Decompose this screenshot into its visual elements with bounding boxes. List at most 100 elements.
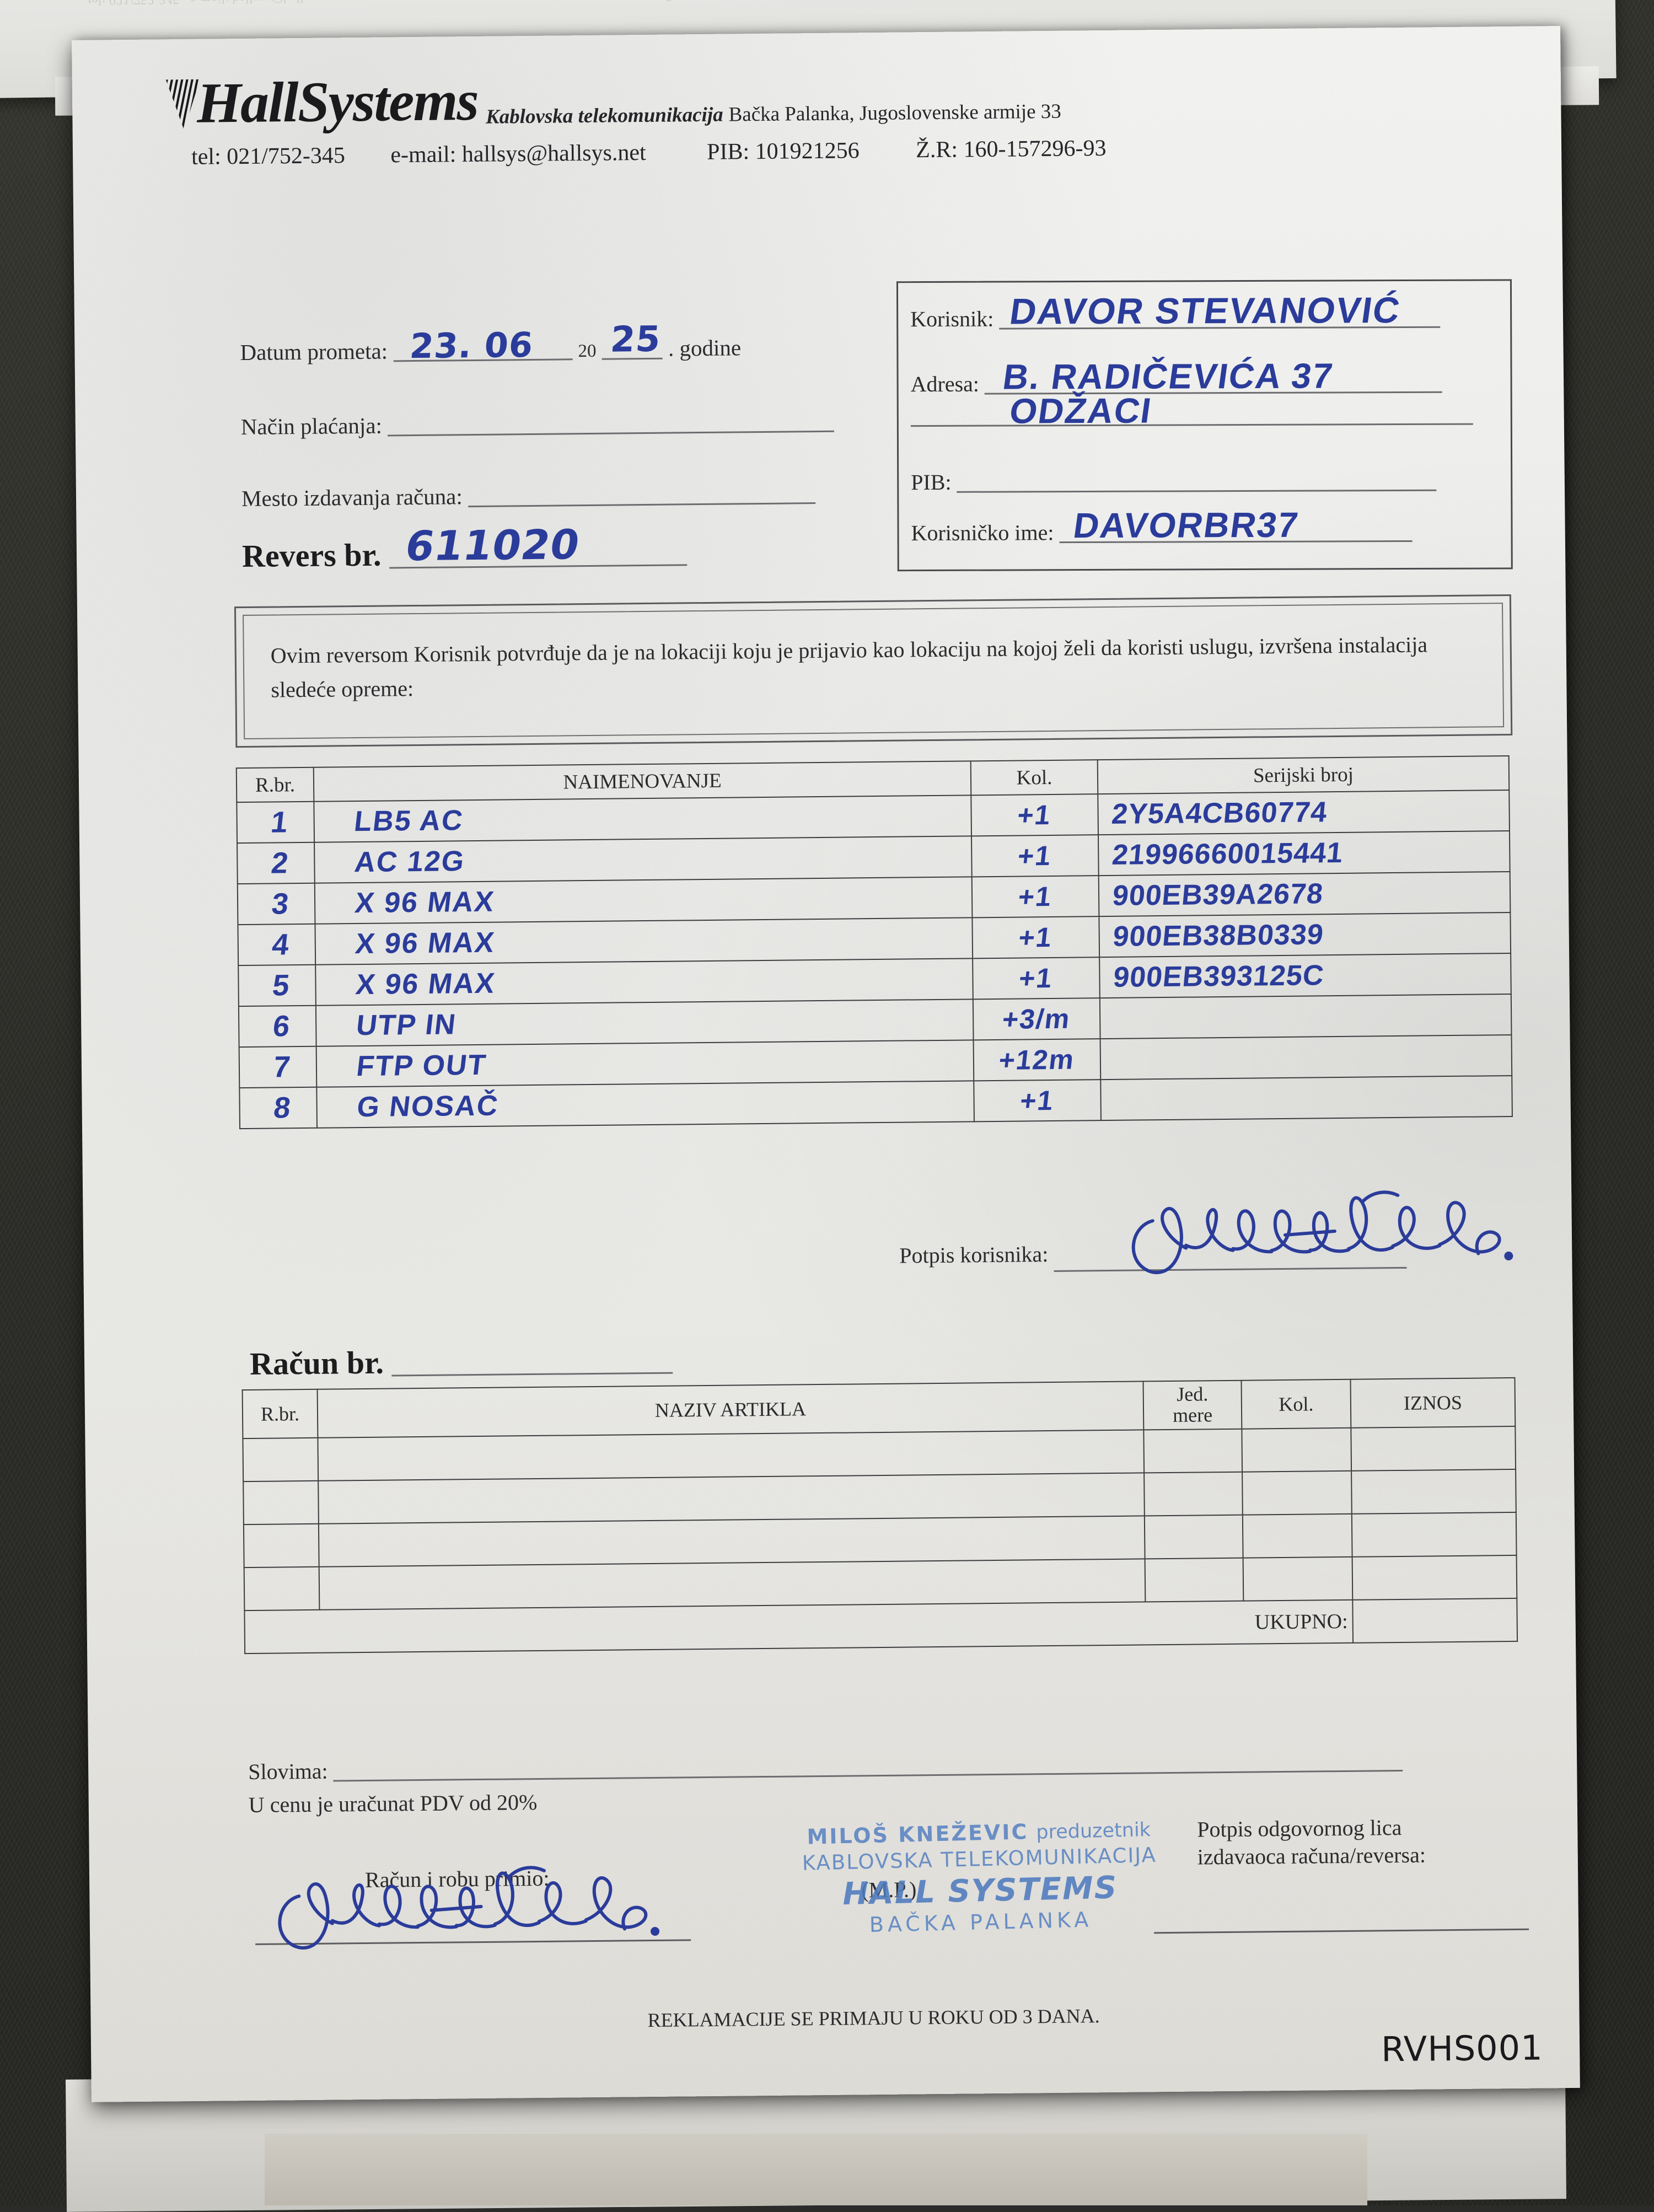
invoice-title: Račun br. [250, 1345, 384, 1382]
company-email: e-mail: hallsys@hallsys.net [390, 139, 646, 168]
equipment-row-qty: +1 [1017, 921, 1055, 954]
invoice-header-unit: Jed. mere [1143, 1381, 1242, 1430]
invoice-row-unit [1145, 1515, 1243, 1559]
invoice-row-qty [1243, 1557, 1353, 1601]
invoice-row-amount [1351, 1469, 1516, 1514]
responsible-signature-label: Potpis odgovornog lica izdavaoca računa/… [1197, 1814, 1426, 1871]
slovima-label: Slovima: [248, 1759, 328, 1784]
customer-pib-label: PIB: [911, 470, 952, 495]
customer-address-input-2[interactable]: ODŽACI [911, 423, 1473, 427]
equipment-row-qty: +12m [997, 1044, 1077, 1076]
equipment-row-qty: +1 [1016, 799, 1054, 831]
invoice-title-row: Račun br. [250, 1341, 673, 1382]
equipment-row-serial: 900EB393125C [1104, 959, 1326, 994]
equipment-row-name: X 96 MAX [320, 967, 497, 1002]
customer-username-input[interactable]: DAVORBR37 [1059, 540, 1412, 543]
equipment-row-name: UTP IN [320, 1008, 458, 1042]
equipment-row-qty: +1 [1018, 962, 1055, 995]
invoice-header-unit-l2: mere [1173, 1404, 1212, 1426]
ghost-text-contact: tel: 021/752-345 e-mail: hallsys@hallsys… [88, 0, 342, 8]
equipment-row-qty: +3/m [1001, 1003, 1072, 1035]
customer-name-label: Korisnik: [910, 307, 994, 332]
year-suffix: . godine [668, 335, 742, 361]
payment-input[interactable] [388, 431, 834, 437]
customer-name-input[interactable]: DAVOR STEVANOVIĆ [999, 326, 1440, 330]
invoice-row-unit [1143, 1429, 1242, 1473]
stamp-owner-role: preduzetnik [1036, 1819, 1151, 1844]
company-bank-account: Ž.R: 160-157296-93 [916, 135, 1107, 163]
invoice-row-name [319, 1516, 1145, 1566]
responsible-label-line1: Potpis odgovornog lica [1197, 1814, 1426, 1844]
invoice-header-unit-l1: Jed. [1177, 1383, 1208, 1405]
invoice-row-name [318, 1430, 1144, 1480]
customer-username-value: DAVORBR37 [1071, 504, 1301, 546]
invoice-number-input[interactable] [392, 1372, 673, 1377]
customer-signature-input[interactable] [1054, 1241, 1406, 1272]
equipment-row-qty: +1 [1017, 840, 1054, 872]
revers-input[interactable]: 611020 [389, 564, 687, 568]
revers-value: 611020 [402, 521, 583, 570]
customer-name-row: Korisnik: DAVOR STEVANOVIĆ [910, 304, 1440, 332]
invoice-row-amount [1352, 1512, 1517, 1557]
equipment-row-serial: 2Y5A4CB60774 [1103, 796, 1329, 831]
date-input[interactable]: 23. 06 [393, 358, 572, 362]
customer-box: Korisnik: DAVOR STEVANOVIĆ Adresa: B. RA… [896, 279, 1513, 571]
ghost-text-pib: PIB: 101921256 Ž.R: 160-157296-93 [551, 0, 786, 3]
pdv-note: U cenu je uračunat PDV od 20% [249, 1789, 538, 1818]
stamp-owner-name: MILOŠ KNEŽEVIC [807, 1819, 1029, 1849]
equipment-row-serial: 900EB39A2678 [1103, 877, 1325, 912]
equipment-row-serial: 21996660015441 [1103, 836, 1345, 872]
equipment-row-name: LB5 AC [318, 804, 465, 839]
invoice-row-amount [1352, 1555, 1517, 1600]
invoice-row-qty [1242, 1428, 1351, 1472]
equipment-row-name: AC 12G [319, 845, 467, 879]
responsible-signature-line[interactable] [1154, 1929, 1529, 1934]
place-field-row: Mesto izdavanja računa: [241, 480, 815, 512]
date-label: Datum prometa: [240, 338, 388, 365]
equipment-row-no: 4 [261, 927, 292, 962]
date-value: 23. 06 [408, 325, 534, 366]
equipment-row-no: 6 [262, 1009, 293, 1044]
form-code: RVHS001 [1381, 2028, 1543, 2070]
revers-row: Revers br. 611020 [242, 533, 687, 575]
date-field-row: Datum prometa: 23. 06 20 25 . godine [240, 334, 741, 366]
company-tagline-italic: Kablovska telekomunikacija [486, 103, 723, 129]
customer-username-row: Korisničko ime: DAVORBR37 [911, 518, 1412, 546]
year-prefix: 20 [578, 341, 596, 361]
slovima-row: Slovima: [248, 1748, 1403, 1785]
invoice-row-unit [1144, 1472, 1243, 1516]
invoice-header-rbr: R.br. [243, 1389, 318, 1438]
company-logo: HallSystems [166, 72, 479, 132]
invoice-header-name: NAZIV ARTIKLA [318, 1381, 1144, 1437]
invoice-header-amount: IZNOS [1350, 1378, 1515, 1428]
payment-field-row: Način plaćanja: [241, 408, 835, 440]
equipment-header-rbr: R.br. [237, 767, 314, 802]
place-input[interactable] [468, 502, 815, 507]
invoice-row-amount [1351, 1426, 1516, 1471]
logo-triangle-icon [166, 79, 201, 131]
payment-label: Način plaćanja: [241, 413, 383, 439]
equipment-row-name: G NOSAČ [321, 1089, 500, 1124]
customer-pib-input[interactable] [957, 490, 1437, 493]
equipment-row-serial: 900EB38B0339 [1104, 918, 1325, 953]
equipment-row-qty: +1 [1019, 1084, 1056, 1117]
equipment-row-name: X 96 MAX [319, 926, 497, 961]
declaration-text: Ovim reversom Korisnik potvrđuje da je n… [243, 603, 1504, 739]
equipment-row-qty: +1 [1017, 880, 1054, 913]
received-label: Račun i robu primio: [365, 1865, 550, 1893]
invoice-row-qty [1243, 1514, 1352, 1558]
customer-name-value: DAVOR STEVANOVIĆ [1007, 289, 1403, 332]
invoice-row-name [319, 1559, 1146, 1609]
year-input[interactable]: 25 [602, 358, 663, 360]
equipment-header-qty: Kol. [971, 760, 1098, 795]
customer-signature-row: Potpis korisnika: [899, 1238, 1407, 1274]
received-signature-line[interactable] [255, 1939, 691, 1945]
invoice-row-qty [1242, 1471, 1352, 1515]
customer-city-value: ODŽACI [1007, 390, 1154, 432]
equipment-row-no: 5 [262, 968, 292, 1003]
year-value: 25 [609, 319, 663, 361]
equipment-header-serial: Serijski broj [1098, 756, 1510, 794]
company-pib: PIB: 101921256 [707, 137, 860, 165]
slovima-input[interactable] [334, 1770, 1403, 1782]
